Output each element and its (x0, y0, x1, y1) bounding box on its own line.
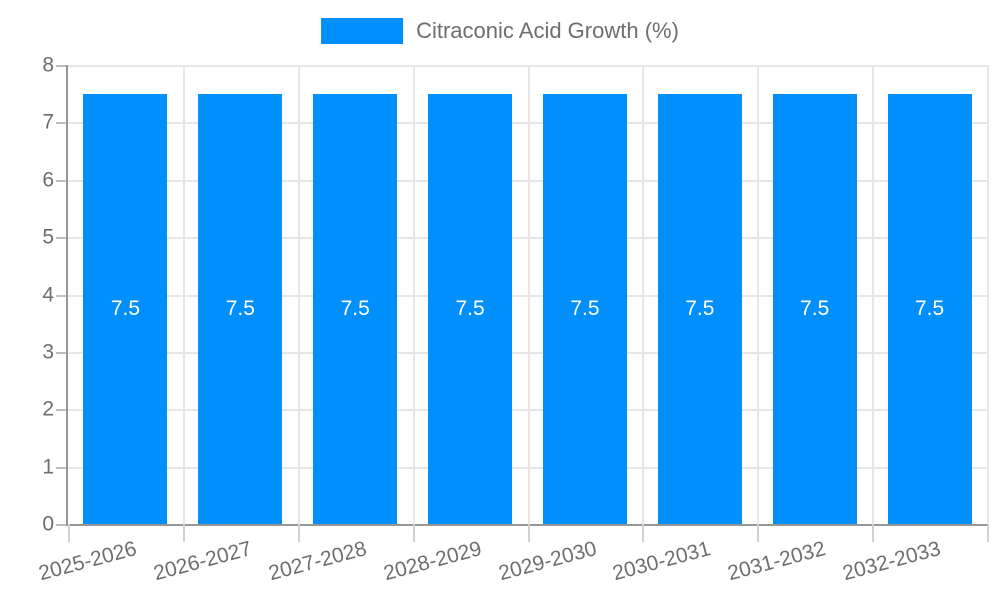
bar-value-label: 7.5 (570, 296, 600, 320)
chart-legend[interactable]: Citraconic Acid Growth (%) (321, 18, 679, 44)
bar: 7.5 (428, 93, 513, 524)
legend-label: Citraconic Acid Growth (%) (416, 18, 679, 43)
x-axis-tick-mark (68, 524, 70, 542)
x-axis-category-label: 2026-2027 (151, 537, 255, 586)
legend-swatch-icon (321, 18, 404, 44)
bar-value-label: 7.5 (800, 296, 830, 320)
y-axis-tick-label: 6 (42, 168, 54, 192)
y-axis-tick-label: 0 (42, 512, 54, 536)
bar: 7.5 (887, 93, 972, 524)
bar-value-label: 7.5 (110, 296, 141, 320)
x-axis-tick-mark (642, 524, 645, 542)
x-axis-category-label: 2027-2028 (265, 537, 369, 586)
x-axis-tick-mark (757, 524, 760, 542)
y-axis-tick-label: 8 (42, 53, 54, 77)
y-axis-tick-mark (56, 351, 66, 354)
gridline-vertical (412, 65, 415, 524)
y-axis-tick-label: 1 (42, 455, 54, 479)
x-axis-category-label: 2028-2029 (380, 537, 484, 586)
bar: 7.5 (657, 93, 742, 524)
gridline-vertical (297, 65, 300, 524)
x-axis-category-label: 2030-2031 (610, 537, 714, 586)
y-axis-tick-label: 7 (42, 110, 54, 134)
x-axis-category-label: 2029-2030 (495, 537, 599, 586)
y-axis-tick-label: 4 (42, 283, 54, 306)
bar: 7.5 (198, 93, 283, 524)
y-axis-tick-mark (56, 294, 66, 297)
x-axis-category-label: 2032-2033 (840, 537, 944, 586)
bar-value-label: 7.5 (340, 296, 370, 320)
gridline-vertical (182, 65, 185, 524)
x-axis-tick-mark (987, 524, 989, 542)
y-axis-tick-mark (56, 122, 66, 125)
x-axis-tick-mark (872, 524, 875, 542)
bar-value-label: 7.5 (914, 296, 945, 320)
x-axis-category-label: 2025-2026 (36, 537, 140, 586)
y-axis-tick-mark (56, 524, 66, 526)
y-axis-tick-label: 5 (42, 225, 54, 249)
x-axis-tick-mark (182, 524, 185, 542)
y-axis-tick-label: 3 (42, 340, 54, 364)
x-axis-tick-mark (297, 524, 300, 542)
gridline-vertical (757, 65, 760, 524)
y-axis-tick-mark (56, 179, 66, 182)
y-axis-tick-mark (56, 65, 66, 67)
gridline-vertical (872, 65, 875, 524)
bar-value-label: 7.5 (455, 296, 485, 320)
y-axis-tick-mark (56, 237, 66, 240)
gridline-vertical (527, 65, 530, 524)
x-axis-tick-mark (412, 524, 415, 542)
bar-value-label: 7.5 (225, 296, 255, 320)
y-axis-tick-mark (56, 409, 66, 412)
bar: 7.5 (83, 93, 168, 524)
y-axis-tick-mark (56, 466, 66, 469)
bar-value-label: 7.5 (685, 296, 715, 320)
plot-area: 0 1 2 3 4 5 6 7 8 7.5 7.5 7.5 7.5 7.5 7.5 7.5 7.5 2025-… (36, 55, 989, 585)
y-axis-tick-label: 2 (42, 397, 54, 421)
x-axis-tick-mark (527, 524, 530, 542)
gridline-vertical (642, 65, 645, 524)
bar: 7.5 (772, 93, 857, 524)
x-axis-category-label: 2031-2032 (725, 537, 829, 586)
gridline-vertical (987, 65, 989, 524)
bar: 7.5 (542, 93, 627, 524)
bar: 7.5 (313, 93, 398, 524)
